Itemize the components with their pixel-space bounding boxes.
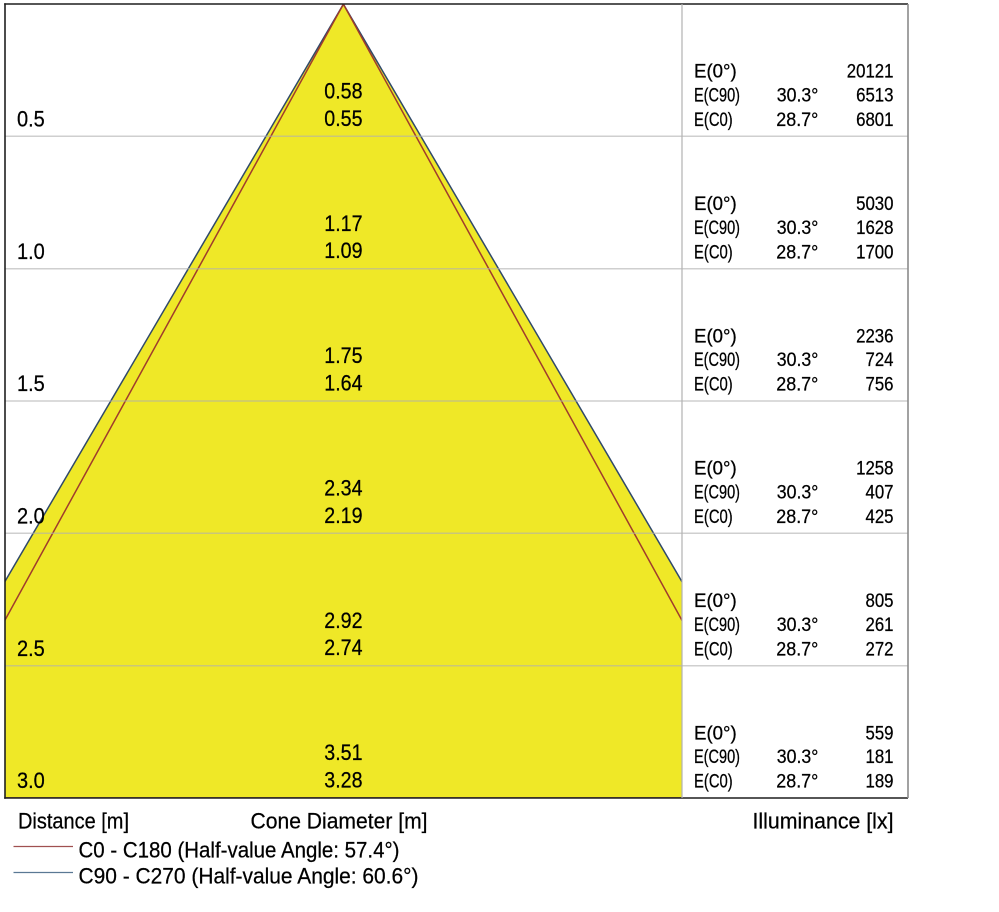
svg-text:E(C0): E(C0) (694, 375, 733, 396)
svg-text:E(C90): E(C90) (694, 218, 740, 239)
svg-text:C0 - C180 (Half-value Angle: 5: C0 - C180 (Half-value Angle: 57.4°) (79, 838, 400, 863)
svg-text:30.3°: 30.3° (777, 350, 819, 371)
svg-text:805: 805 (866, 591, 894, 612)
svg-text:2.34: 2.34 (324, 476, 362, 501)
svg-text:3.0: 3.0 (17, 768, 45, 793)
svg-text:Cone Diameter [m]: Cone Diameter [m] (251, 809, 428, 834)
svg-text:3.28: 3.28 (324, 768, 362, 793)
svg-text:30.3°: 30.3° (777, 615, 819, 636)
svg-text:E(0°): E(0°) (694, 591, 737, 612)
svg-text:2.19: 2.19 (324, 503, 362, 528)
svg-text:E(0°): E(0°) (694, 459, 737, 480)
svg-text:2.74: 2.74 (324, 635, 362, 660)
svg-text:1.17: 1.17 (324, 211, 362, 236)
svg-text:1.75: 1.75 (324, 343, 362, 368)
svg-text:30.3°: 30.3° (777, 482, 819, 503)
svg-text:1.0: 1.0 (17, 239, 45, 264)
svg-text:E(C90): E(C90) (694, 482, 740, 503)
svg-text:5030: 5030 (856, 194, 893, 215)
svg-text:2.92: 2.92 (324, 608, 362, 633)
svg-text:E(C90): E(C90) (694, 747, 740, 768)
svg-text:E(0°): E(0°) (694, 723, 737, 744)
svg-text:0.5: 0.5 (17, 107, 45, 132)
svg-text:0.55: 0.55 (324, 106, 362, 131)
svg-text:E(0°): E(0°) (694, 194, 737, 215)
svg-text:2236: 2236 (856, 326, 893, 347)
svg-text:1700: 1700 (856, 242, 893, 263)
svg-text:E(C0): E(C0) (694, 110, 733, 131)
svg-text:407: 407 (866, 482, 894, 503)
svg-text:20121: 20121 (847, 62, 894, 83)
svg-text:E(C0): E(C0) (694, 507, 733, 528)
svg-text:E(C0): E(C0) (694, 639, 733, 660)
svg-text:1.5: 1.5 (17, 371, 45, 396)
svg-text:724: 724 (866, 350, 894, 371)
svg-text:756: 756 (866, 375, 894, 396)
svg-text:272: 272 (866, 639, 894, 660)
svg-text:181: 181 (866, 747, 894, 768)
svg-text:189: 189 (866, 772, 894, 793)
svg-text:559: 559 (866, 723, 894, 744)
svg-text:1.09: 1.09 (324, 238, 362, 263)
svg-text:28.7°: 28.7° (776, 110, 818, 131)
svg-text:1.64: 1.64 (324, 371, 362, 396)
svg-text:2.0: 2.0 (17, 504, 45, 529)
svg-text:E(C90): E(C90) (694, 85, 740, 106)
svg-text:Distance [m]: Distance [m] (18, 809, 129, 834)
svg-text:1628: 1628 (856, 218, 893, 239)
svg-text:28.7°: 28.7° (776, 507, 818, 528)
svg-text:3.51: 3.51 (324, 740, 362, 765)
svg-text:6513: 6513 (856, 85, 893, 106)
svg-text:28.7°: 28.7° (776, 375, 818, 396)
svg-text:28.7°: 28.7° (776, 242, 818, 263)
svg-text:0.58: 0.58 (324, 79, 362, 104)
svg-text:28.7°: 28.7° (776, 772, 818, 793)
svg-text:C90 - C270 (Half-value Angle:: C90 - C270 (Half-value Angle: 60.6°) (79, 864, 419, 889)
svg-text:2.5: 2.5 (17, 636, 45, 661)
svg-text:Illuminance [lx]: Illuminance [lx] (753, 809, 894, 834)
svg-text:6801: 6801 (856, 110, 893, 131)
svg-text:261: 261 (866, 615, 894, 636)
svg-text:30.3°: 30.3° (777, 747, 819, 768)
svg-text:425: 425 (866, 507, 894, 528)
svg-text:28.7°: 28.7° (776, 639, 818, 660)
svg-text:E(C90): E(C90) (694, 615, 740, 636)
svg-text:E(C0): E(C0) (694, 242, 733, 263)
svg-text:30.3°: 30.3° (777, 85, 819, 106)
svg-text:E(0°): E(0°) (694, 62, 737, 83)
svg-text:E(C0): E(C0) (694, 772, 733, 793)
svg-text:E(C90): E(C90) (694, 350, 740, 371)
svg-text:E(0°): E(0°) (694, 326, 737, 347)
svg-text:1258: 1258 (856, 459, 893, 480)
svg-text:30.3°: 30.3° (777, 218, 819, 239)
